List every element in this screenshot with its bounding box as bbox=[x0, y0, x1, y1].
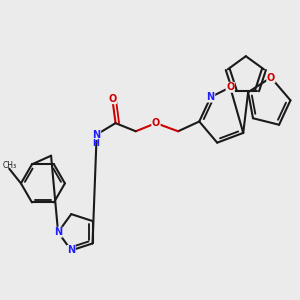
Text: H: H bbox=[92, 139, 99, 148]
Text: O: O bbox=[152, 118, 160, 128]
Text: N: N bbox=[93, 130, 101, 140]
Text: CH₃: CH₃ bbox=[2, 161, 16, 170]
Text: O: O bbox=[108, 94, 116, 104]
Text: N: N bbox=[54, 227, 62, 237]
Text: N: N bbox=[207, 92, 215, 102]
Text: O: O bbox=[267, 73, 275, 82]
Text: N: N bbox=[67, 245, 75, 255]
Text: O: O bbox=[226, 82, 234, 92]
